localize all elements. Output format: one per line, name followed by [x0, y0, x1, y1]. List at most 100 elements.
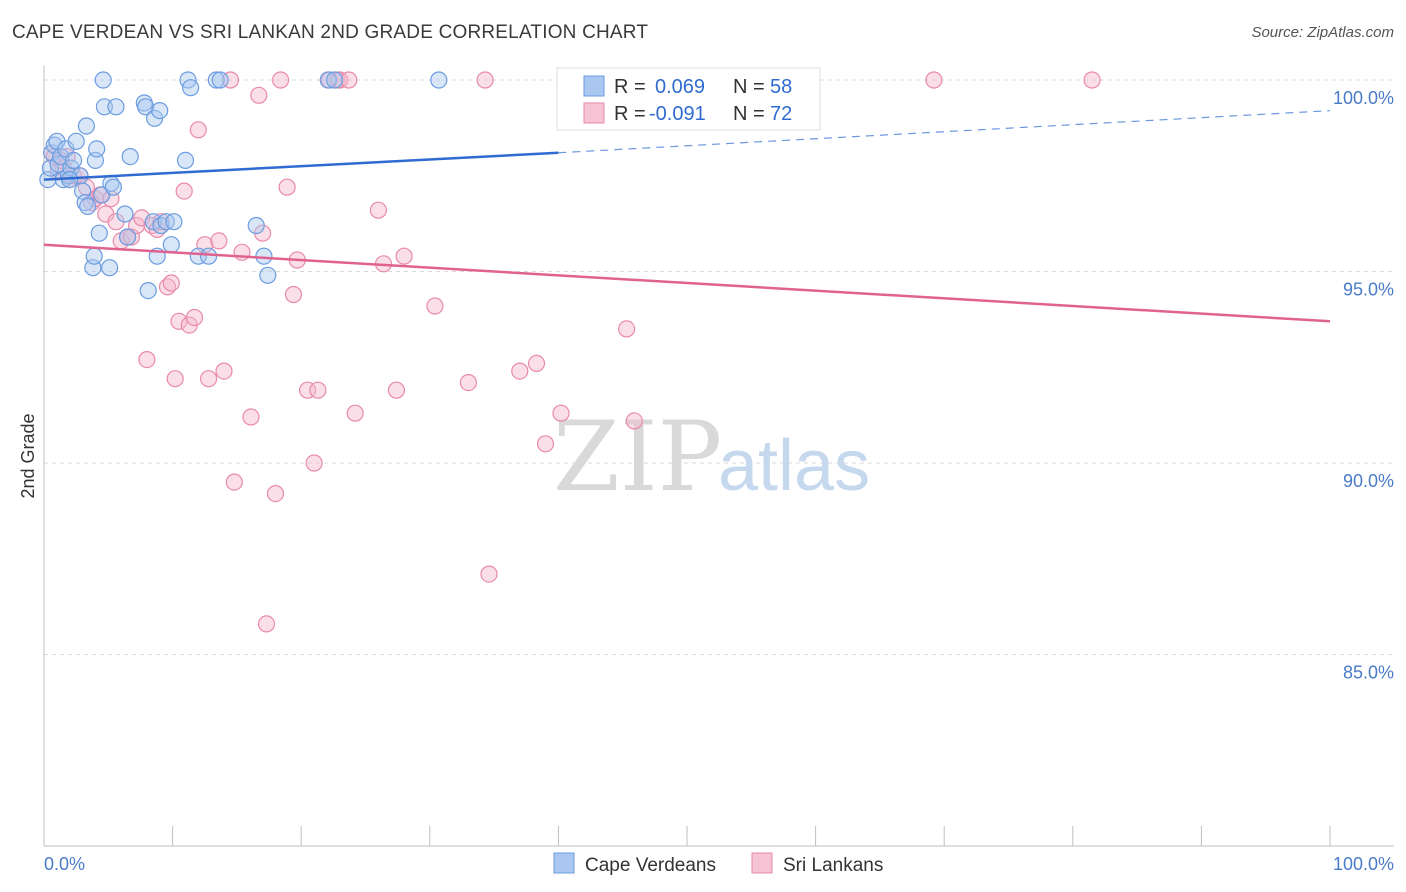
chart-title: CAPE VERDEAN VS SRI LANKAN 2ND GRADE COR… — [12, 22, 649, 43]
sri-lankans-point-57 — [369, 201, 387, 219]
sri-lankans-point-21 — [138, 351, 156, 369]
sri-lankans-trend-line — [43, 243, 1331, 323]
legend-r-label-cape: R = — [614, 76, 646, 98]
cape-verdeans-point-43 — [165, 213, 183, 231]
cape-verdeans-point-50 — [211, 71, 229, 89]
sri-lankans-point-62 — [459, 374, 477, 392]
stats-legend: R = 0.069 N = 58 R = -0.091 N = 72 — [556, 67, 821, 131]
sri-lankans-point-66 — [527, 354, 546, 372]
sri-lankans-point-68 — [552, 404, 570, 422]
cape-verdeans-point-51 — [247, 216, 265, 235]
sri-lankans-point-64 — [480, 565, 498, 583]
sri-lankans-point-72 — [1083, 71, 1101, 89]
sri-lankans-point-60 — [395, 247, 413, 265]
legend-swatch-cape — [583, 75, 605, 97]
cape-verdeans-point-30 — [116, 205, 134, 223]
sri-lankans-points — [43, 71, 1101, 633]
cape-verdeans-point-22 — [90, 224, 108, 242]
sri-lankans-point-69 — [617, 320, 636, 338]
sri-lankans-point-38 — [225, 473, 243, 491]
watermark-zip: ZIP — [553, 401, 722, 513]
chart-source: Source: ZipAtlas.com — [1251, 24, 1394, 41]
cape-verdeans-point-24 — [94, 71, 112, 89]
cape-verdeans-points — [39, 71, 448, 300]
sri-lankans-point-46 — [278, 178, 296, 196]
cape-verdeans-point-16 — [79, 197, 97, 215]
sri-lankans-point-71 — [925, 71, 943, 89]
sri-lankans-point-55 — [340, 71, 358, 89]
cape-verdeans-point-19 — [85, 247, 103, 265]
sri-lankans-point-70 — [625, 412, 643, 430]
cape-verdeans-point-29 — [107, 98, 125, 116]
y-tick-label-2: 90.0% — [1343, 471, 1394, 491]
sri-lankans-point-35 — [210, 232, 228, 250]
y-tick-label-3: 85.0% — [1343, 663, 1394, 683]
cape-verdeans-point-35 — [139, 282, 157, 300]
x-ticks — [43, 826, 1331, 846]
sri-lankans-point-61 — [426, 297, 444, 315]
legend-n-label-cape: N = — [733, 76, 765, 98]
legend-swatch-sri — [583, 102, 605, 124]
cape-verdeans-point-44 — [176, 151, 195, 169]
cape-verdeans-point-26 — [100, 259, 119, 277]
cape-verdeans-point-54 — [319, 71, 337, 89]
cape-verdeans-point-39 — [151, 101, 169, 120]
sri-lankans-point-51 — [309, 381, 327, 399]
sri-lankans-point-27 — [166, 370, 184, 388]
cape-verdeans-point-17 — [77, 117, 96, 135]
sri-lankans-point-59 — [387, 381, 405, 399]
sri-lankans-point-26 — [162, 274, 180, 292]
x-tick-label-max: 100.0% — [1333, 854, 1394, 874]
cape-verdeans-point-48 — [200, 247, 218, 265]
sri-lankans-point-63 — [476, 71, 494, 89]
sri-lankans-point-40 — [242, 408, 260, 426]
cape-verdeans-point-49 — [207, 71, 225, 89]
sri-lankans-point-47 — [284, 285, 303, 304]
series-legend-label-cape: Cape Verdeans — [585, 855, 716, 876]
cape-verdeans-point-34 — [137, 98, 155, 116]
series-legend-label-sri: Sri Lankans — [783, 855, 883, 876]
sri-lankans-point-43 — [257, 615, 276, 633]
cape-verdeans-point-31 — [118, 228, 137, 246]
sri-lankans-point-67 — [536, 435, 555, 453]
series-legend-swatch-cape — [553, 852, 575, 874]
cape-verdeans-point-32 — [121, 148, 139, 166]
y-axis-label: 2nd Grade — [18, 413, 38, 498]
sri-lankans-point-34 — [200, 370, 218, 388]
legend-n-value-sri: 72 — [770, 103, 792, 125]
cape-verdeans-trend-line — [43, 151, 559, 181]
cape-verdeans-point-56 — [430, 71, 448, 89]
sri-lankans-point-29 — [175, 182, 193, 200]
sri-lankans-point-31 — [185, 308, 204, 327]
legend-r-value-sri: -0.091 — [649, 103, 706, 125]
cape-verdeans-point-12 — [67, 132, 85, 150]
cape-verdeans-point-42 — [162, 236, 180, 254]
sri-lankans-point-44 — [266, 485, 285, 503]
cape-verdeans-trend-extension — [558, 110, 1331, 154]
cape-verdeans-point-11 — [64, 151, 83, 169]
sri-lankans-point-50 — [305, 454, 323, 472]
x-tick-label-min: 0.0% — [44, 854, 85, 874]
cape-verdeans-point-55 — [326, 71, 344, 89]
sri-lankans-point-45 — [272, 71, 290, 89]
cape-verdeans-point-28 — [104, 178, 123, 196]
y-tick-label-0: 100.0% — [1333, 88, 1394, 108]
cape-verdeans-point-53 — [259, 266, 277, 284]
watermark: ZIP atlas — [553, 401, 870, 513]
legend-n-label-sri: N = — [733, 103, 765, 125]
sri-lankans-point-32 — [189, 121, 207, 139]
trend-lines — [43, 110, 1331, 323]
gridlines — [44, 79, 1394, 655]
axes — [43, 66, 1394, 847]
sri-lankans-point-41 — [250, 86, 268, 104]
watermark-atlas: atlas — [718, 426, 870, 506]
series-legend-swatch-sri — [751, 852, 773, 874]
series-legend: Cape Verdeans Sri Lankans — [553, 852, 883, 876]
cape-verdeans-point-21 — [88, 140, 106, 158]
legend-r-value-cape: 0.069 — [655, 76, 705, 98]
y-tick-label-1: 95.0% — [1343, 280, 1394, 300]
y-tick-labels: 100.0% 95.0% 90.0% 85.0% — [1333, 88, 1394, 683]
legend-n-value-cape: 58 — [770, 76, 792, 98]
cape-verdeans-point-52 — [255, 247, 273, 265]
